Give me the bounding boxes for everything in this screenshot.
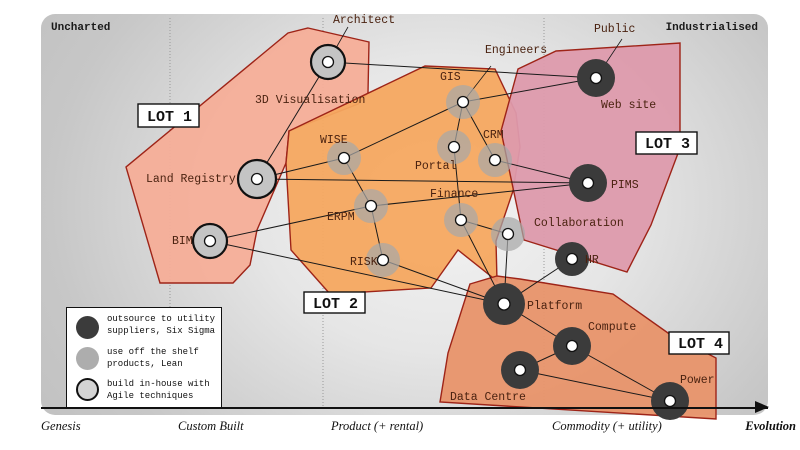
svg-text:WISE: WISE bbox=[320, 134, 348, 147]
svg-text:LOT 2: LOT 2 bbox=[313, 296, 358, 313]
svg-text:LOT 4: LOT 4 bbox=[678, 336, 723, 353]
svg-text:Collaboration: Collaboration bbox=[534, 217, 624, 230]
svg-text:LOT 3: LOT 3 bbox=[645, 136, 690, 153]
svg-text:LOT 1: LOT 1 bbox=[147, 109, 192, 126]
svg-text:GIS: GIS bbox=[440, 71, 461, 84]
svg-text:Power: Power bbox=[680, 374, 715, 387]
svg-text:Web site: Web site bbox=[601, 99, 656, 112]
svg-text:Finance: Finance bbox=[430, 188, 478, 201]
svg-text:Portal: Portal bbox=[415, 160, 457, 173]
svg-text:3D Visualisation: 3D Visualisation bbox=[255, 94, 365, 107]
svg-text:Public: Public bbox=[594, 23, 636, 36]
svg-text:Compute: Compute bbox=[588, 321, 636, 334]
svg-text:Engineers: Engineers bbox=[485, 44, 547, 57]
svg-text:RISK: RISK bbox=[350, 256, 378, 269]
svg-text:BIM: BIM bbox=[172, 235, 193, 248]
svg-text:CRM: CRM bbox=[483, 129, 504, 142]
svg-text:Architect: Architect bbox=[333, 14, 395, 27]
svg-text:Land Registry: Land Registry bbox=[146, 173, 236, 186]
svg-text:ERPM: ERPM bbox=[327, 211, 355, 224]
svg-text:PIMS: PIMS bbox=[611, 179, 639, 192]
svg-text:Data Centre: Data Centre bbox=[450, 391, 526, 404]
svg-text:Platform: Platform bbox=[527, 300, 582, 313]
svg-text:HR: HR bbox=[585, 254, 599, 267]
